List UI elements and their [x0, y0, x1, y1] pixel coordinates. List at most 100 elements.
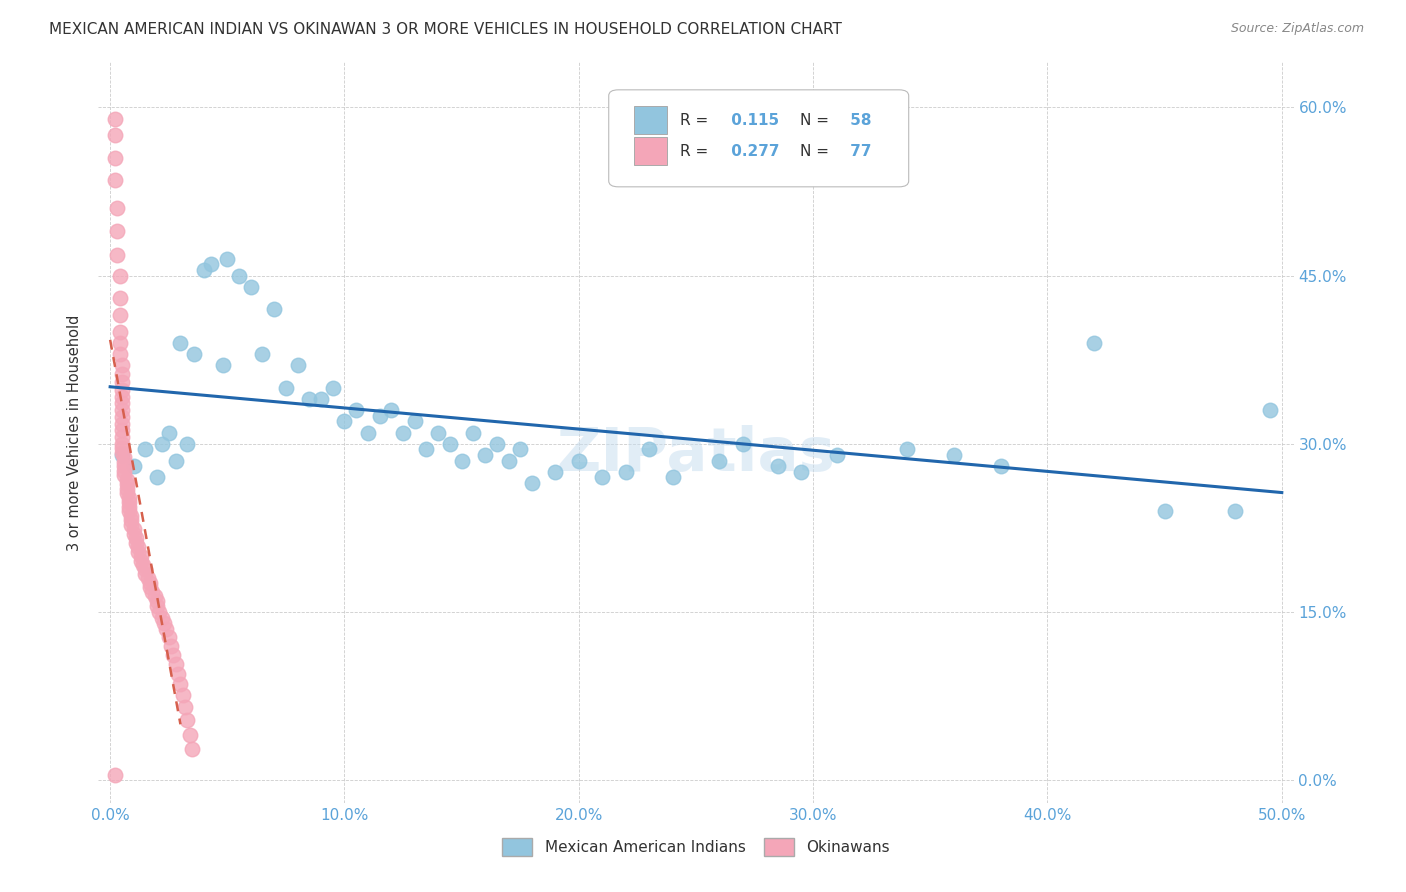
Mexican American Indians	[368, 409, 391, 423]
Okinawans	[111, 396, 134, 410]
Okinawans	[157, 630, 180, 644]
Okinawans	[105, 224, 128, 238]
Text: 77: 77	[845, 144, 872, 159]
Mexican American Indians	[990, 459, 1012, 474]
Mexican American Indians	[239, 280, 262, 294]
Mexican American Indians	[111, 448, 134, 462]
Mexican American Indians	[344, 403, 367, 417]
Mexican American Indians	[1223, 504, 1246, 518]
Mexican American Indians	[274, 381, 297, 395]
Okinawans	[115, 473, 138, 487]
Mexican American Indians	[544, 465, 567, 479]
Okinawans	[120, 517, 142, 532]
Okinawans	[111, 390, 134, 404]
Okinawans	[146, 599, 169, 614]
Okinawans	[122, 522, 145, 536]
Okinawans	[129, 549, 152, 563]
Okinawans	[111, 368, 134, 382]
Okinawans	[111, 383, 134, 397]
Mexican American Indians	[825, 448, 848, 462]
Mexican American Indians	[380, 403, 402, 417]
Okinawans	[112, 455, 135, 469]
Mexican American Indians	[942, 448, 965, 462]
Okinawans	[179, 729, 201, 743]
Mexican American Indians	[509, 442, 531, 457]
Okinawans	[172, 688, 194, 702]
Mexican American Indians	[333, 414, 356, 428]
Okinawans	[125, 531, 148, 545]
Mexican American Indians	[228, 268, 250, 283]
Text: Source: ZipAtlas.com: Source: ZipAtlas.com	[1230, 22, 1364, 36]
Mexican American Indians	[146, 470, 169, 484]
Mexican American Indians	[287, 359, 309, 373]
Mexican American Indians	[183, 347, 205, 361]
Text: MEXICAN AMERICAN INDIAN VS OKINAWAN 3 OR MORE VEHICLES IN HOUSEHOLD CORRELATION : MEXICAN AMERICAN INDIAN VS OKINAWAN 3 OR…	[49, 22, 842, 37]
Okinawans	[111, 375, 134, 389]
Okinawans	[111, 437, 134, 451]
Okinawans	[118, 491, 141, 505]
Mexican American Indians	[298, 392, 321, 406]
Mexican American Indians	[439, 437, 461, 451]
Mexican American Indians	[200, 257, 222, 271]
Okinawans	[150, 610, 173, 624]
Okinawans	[139, 581, 162, 595]
Text: 58: 58	[845, 112, 872, 128]
Okinawans	[112, 459, 135, 474]
Mexican American Indians	[176, 437, 198, 451]
Okinawans	[115, 477, 138, 491]
Okinawans	[136, 571, 159, 585]
Okinawans	[104, 768, 127, 782]
Okinawans	[134, 562, 156, 576]
Okinawans	[181, 742, 204, 756]
Okinawans	[148, 605, 170, 619]
Mexican American Indians	[1083, 335, 1105, 350]
Okinawans	[162, 648, 184, 662]
Okinawans	[118, 500, 141, 514]
Okinawans	[111, 417, 134, 431]
Okinawans	[176, 713, 198, 727]
Okinawans	[111, 446, 134, 460]
Okinawans	[165, 657, 187, 671]
Mexican American Indians	[252, 347, 274, 361]
Mexican American Indians	[322, 381, 344, 395]
Okinawans	[174, 700, 197, 714]
FancyBboxPatch shape	[634, 137, 668, 165]
Okinawans	[111, 442, 134, 456]
Legend: Mexican American Indians, Okinawans: Mexican American Indians, Okinawans	[496, 832, 896, 862]
Mexican American Indians	[591, 470, 613, 484]
Mexican American Indians	[165, 453, 187, 467]
Y-axis label: 3 or more Vehicles in Household: 3 or more Vehicles in Household	[67, 315, 83, 550]
Okinawans	[105, 201, 128, 215]
Okinawans	[115, 482, 138, 496]
Okinawans	[146, 594, 169, 608]
Mexican American Indians	[520, 476, 543, 491]
Okinawans	[108, 347, 131, 361]
Mexican American Indians	[638, 442, 661, 457]
Okinawans	[125, 535, 148, 549]
Okinawans	[139, 576, 162, 591]
Okinawans	[129, 553, 152, 567]
Mexican American Indians	[498, 453, 520, 467]
Text: N =: N =	[800, 112, 830, 128]
Okinawans	[108, 291, 131, 305]
Okinawans	[160, 639, 183, 653]
Okinawans	[134, 566, 156, 581]
Mexican American Indians	[463, 425, 485, 440]
Mexican American Indians	[122, 459, 145, 474]
Okinawans	[111, 403, 134, 417]
Okinawans	[167, 666, 190, 681]
Okinawans	[153, 616, 176, 631]
Okinawans	[104, 173, 127, 187]
Text: ZIPatlas: ZIPatlas	[557, 425, 835, 484]
Mexican American Indians	[731, 437, 754, 451]
Okinawans	[122, 526, 145, 541]
Okinawans	[104, 151, 127, 165]
Okinawans	[112, 468, 135, 483]
Okinawans	[112, 464, 135, 478]
Mexican American Indians	[404, 414, 426, 428]
Mexican American Indians	[150, 437, 173, 451]
Mexican American Indians	[134, 442, 156, 457]
Mexican American Indians	[169, 335, 191, 350]
Mexican American Indians	[1258, 403, 1281, 417]
Mexican American Indians	[193, 263, 215, 277]
